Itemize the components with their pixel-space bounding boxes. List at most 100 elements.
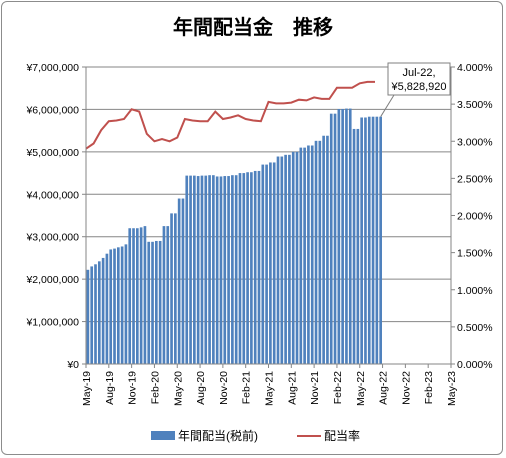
bar	[231, 175, 234, 364]
bar	[257, 170, 261, 364]
bar	[250, 172, 253, 364]
legend: 年間配当(税前) 配当率	[151, 428, 360, 443]
bar	[288, 154, 291, 364]
x-tick-label: May-19	[81, 371, 93, 406]
left-tick-label: ¥0	[66, 359, 79, 371]
bar	[113, 248, 116, 364]
bar	[219, 176, 223, 364]
bar	[352, 128, 356, 364]
x-tick-label: Feb-21	[241, 371, 253, 404]
bar	[162, 226, 166, 364]
left-tick-label: ¥7,000,000	[25, 62, 79, 74]
callout-leader	[380, 94, 395, 117]
x-tick-label: Nov-19	[127, 371, 139, 405]
bar	[284, 154, 287, 364]
bar	[185, 175, 189, 364]
bar	[215, 176, 219, 364]
bar	[196, 176, 200, 364]
bar	[360, 117, 363, 365]
right-tick-label: 3.000%	[457, 136, 493, 148]
bar	[227, 176, 230, 364]
x-tick-label: Aug-21	[286, 371, 298, 405]
bar	[307, 145, 310, 364]
bar	[166, 226, 170, 364]
right-axis-ticks: 0.000% 0.500% 1.000% 1.500% 2.000% 2.500% 3.00…	[451, 62, 493, 371]
bar	[116, 247, 120, 364]
bar	[94, 264, 97, 364]
x-tick-label: Aug-19	[104, 371, 116, 405]
left-tick-label: ¥2,000,000	[25, 274, 79, 286]
right-tick-label: 2.000%	[457, 211, 493, 223]
bar	[204, 175, 208, 364]
bar	[105, 253, 109, 364]
bar	[177, 198, 181, 364]
bar	[97, 261, 101, 364]
bar	[310, 145, 314, 364]
right-tick-label: 4.000%	[457, 62, 493, 74]
bar	[181, 198, 185, 364]
bar	[143, 226, 147, 364]
bar	[147, 241, 151, 364]
bar	[101, 257, 105, 364]
bar	[109, 249, 113, 364]
bar	[371, 116, 375, 364]
x-tick-label: Nov-20	[218, 371, 230, 405]
bar	[291, 151, 295, 364]
bar	[299, 147, 303, 364]
callout-line-1: Jul-22,	[402, 67, 435, 79]
legend-line-label: 配当率	[324, 428, 360, 443]
right-tick-label: 0.000%	[457, 359, 493, 371]
x-tick-label: May-23	[446, 371, 458, 406]
bar	[151, 241, 154, 364]
bar	[189, 175, 192, 364]
callout-line-2: ¥5,828,920	[390, 81, 446, 93]
bar	[326, 135, 329, 364]
x-tick-label: Feb-22	[332, 371, 344, 404]
left-tick-label: ¥6,000,000	[25, 104, 79, 116]
bar	[375, 116, 379, 364]
bar	[135, 228, 139, 364]
bar	[128, 228, 132, 364]
bar	[276, 156, 280, 364]
bar	[155, 240, 158, 364]
bar	[356, 128, 360, 364]
bar	[158, 240, 162, 364]
x-tick-label: Feb-23	[423, 371, 435, 404]
bar-series	[86, 108, 382, 365]
bar	[193, 175, 196, 364]
bar	[333, 113, 337, 365]
bar	[90, 266, 94, 364]
left-tick-label: ¥1,000,000	[25, 317, 79, 329]
bar	[314, 140, 318, 364]
right-tick-label: 1.000%	[457, 285, 493, 297]
x-tick-label: Nov-21	[309, 371, 321, 405]
right-tick-label: 0.500%	[457, 322, 493, 334]
bar	[86, 269, 90, 364]
chart-title: 年間配当金 推移	[173, 15, 333, 39]
bar	[341, 109, 344, 364]
right-tick-label: 1.500%	[457, 248, 493, 260]
right-tick-label: 3.500%	[457, 99, 493, 111]
x-tick-label: May-21	[264, 371, 276, 406]
bar	[242, 173, 246, 364]
bar	[348, 108, 352, 364]
x-tick-label: Aug-20	[195, 371, 207, 405]
bar	[379, 116, 382, 364]
bar	[295, 151, 299, 364]
bar	[261, 164, 265, 364]
bar	[124, 244, 128, 364]
bar	[208, 175, 211, 364]
left-tick-label: ¥5,000,000	[25, 147, 79, 159]
x-tick-label: Aug-22	[378, 371, 390, 405]
x-tick-label: May-22	[355, 371, 367, 406]
legend-bar-swatch	[151, 431, 175, 440]
x-tick-label: Nov-22	[400, 371, 412, 405]
x-axis-ticks: May-19 Aug-19 Nov-19 Feb-20 May-20 Aug-20 Nov-…	[81, 364, 458, 406]
bar	[139, 227, 143, 364]
data-callout: Jul-22, ¥5,828,920	[380, 62, 451, 117]
bar	[170, 213, 173, 364]
bar	[253, 170, 257, 364]
bar	[303, 147, 306, 364]
bar	[132, 228, 135, 364]
bar	[223, 176, 227, 364]
